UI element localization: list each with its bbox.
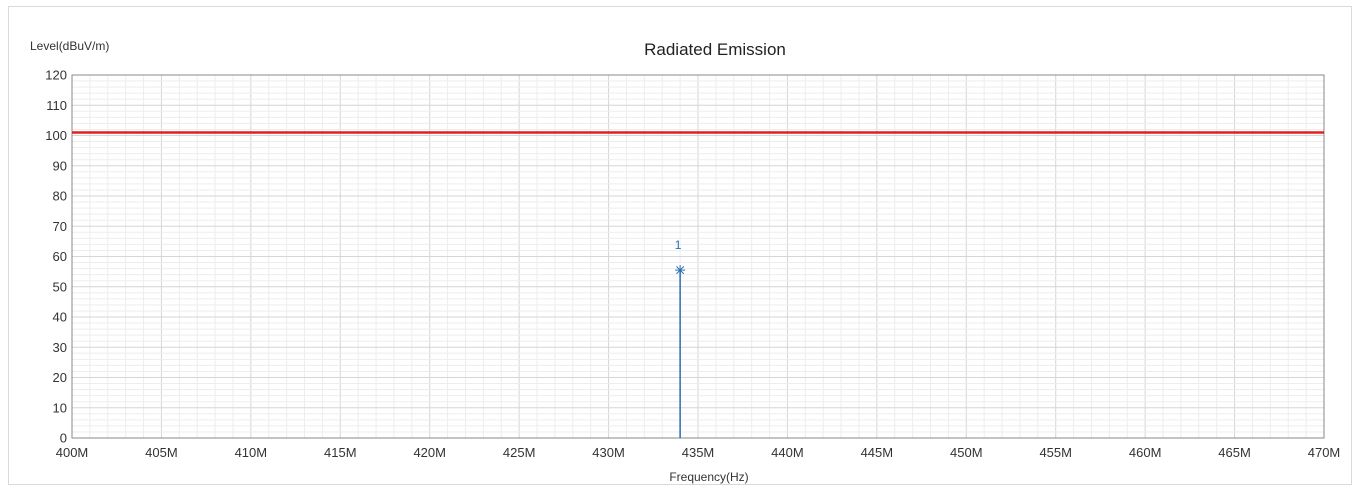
x-tick-label: 420M	[413, 445, 446, 460]
grid	[71, 74, 1325, 439]
peak-marker: 1	[675, 238, 686, 276]
x-tick-label: 455M	[1039, 445, 1072, 460]
markers: 1	[675, 238, 686, 276]
x-tick-label: 450M	[950, 445, 983, 460]
x-tick-label: 445M	[861, 445, 894, 460]
y-tick-label: 110	[46, 98, 67, 113]
x-tick-label: 400M	[56, 445, 89, 460]
x-axis-ticks: 400M 405M 410M 415M 420M 425M 430M 435M 440M 445M…	[56, 445, 1341, 460]
y-tick-label: 30	[53, 340, 67, 355]
marker-star-stroke	[676, 266, 685, 275]
x-tick-label: 460M	[1129, 445, 1162, 460]
y-tick-label: 50	[53, 279, 67, 294]
x-tick-label: 405M	[145, 445, 178, 460]
marker-label: 1	[675, 238, 682, 252]
x-tick-label: 435M	[682, 445, 715, 460]
y-tick-label: 0	[60, 431, 67, 446]
y-tick-label: 70	[53, 219, 67, 234]
x-tick-label: 425M	[503, 445, 536, 460]
x-tick-label: 415M	[324, 445, 357, 460]
y-tick-label: 90	[53, 158, 67, 173]
y-tick-label: 10	[53, 400, 67, 415]
x-tick-label: 410M	[235, 445, 268, 460]
y-tick-label: 40	[53, 310, 67, 325]
y-axis-ticks: 0 10 20 30 40 50 60 70 80 90 100 110 120	[45, 68, 67, 446]
y-tick-label: 60	[53, 249, 67, 264]
x-tick-label: 440M	[771, 445, 804, 460]
chart-title: Radiated Emission	[644, 40, 786, 59]
x-axis-label: Frequency(Hz)	[669, 470, 748, 484]
y-tick-label: 20	[53, 370, 67, 385]
x-tick-label: 470M	[1308, 445, 1341, 460]
plot-area	[71, 74, 1325, 439]
y-axis-label: Level(dBuV/m)	[30, 39, 109, 53]
series	[72, 131, 1324, 438]
y-tick-label: 120	[45, 68, 67, 83]
x-tick-label: 430M	[592, 445, 625, 460]
y-tick-label: 100	[45, 128, 67, 143]
x-tick-label: 465M	[1218, 445, 1251, 460]
y-tick-label: 80	[53, 189, 67, 204]
